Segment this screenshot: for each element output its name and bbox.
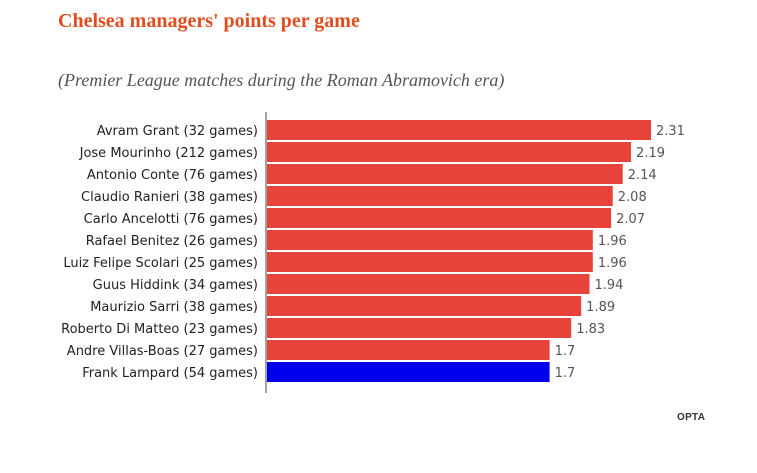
category-label: Roberto Di Matteo (23 games) [61, 322, 258, 337]
category-label: Guus Hiddink (34 games) [93, 278, 258, 293]
category-label: Claudio Ranieri (38 games) [81, 190, 258, 205]
bar [267, 142, 632, 162]
category-label: Avram Grant (32 games) [97, 124, 258, 139]
source-label: OPTA [677, 412, 706, 423]
value-label: 1.7 [555, 366, 576, 381]
value-label: 2.08 [618, 190, 647, 205]
category-label: Rafael Benitez (26 games) [86, 234, 258, 249]
bar [267, 340, 550, 360]
bar [267, 296, 582, 316]
value-label: 1.7 [555, 344, 576, 359]
bar [267, 318, 572, 338]
bar [267, 186, 613, 206]
category-label: Carlo Ancelotti (76 games) [84, 212, 258, 227]
category-label: Frank Lampard (54 games) [82, 366, 258, 381]
category-label: Antonio Conte (76 games) [87, 168, 258, 183]
value-label: 2.19 [636, 146, 665, 161]
value-label: 1.83 [576, 322, 605, 337]
value-label: 1.94 [594, 278, 623, 293]
category-label: Andre Villas-Boas (27 games) [67, 344, 258, 359]
value-label: 1.96 [598, 256, 627, 271]
value-label: 1.96 [598, 234, 627, 249]
category-label: Luiz Felipe Scolari (25 games) [63, 256, 258, 271]
chart-title: Chelsea managers' points per game [58, 10, 360, 32]
bar [267, 362, 550, 382]
bar [267, 208, 612, 228]
bar [267, 120, 651, 140]
chart-subtitle: (Premier League matches during the Roman… [58, 70, 505, 90]
value-label: 1.89 [586, 300, 615, 315]
bar [267, 230, 593, 250]
category-label: Maurizio Sarri (38 games) [90, 300, 258, 315]
value-label: 2.31 [656, 124, 685, 139]
bar [267, 274, 590, 294]
bar [267, 164, 623, 184]
value-label: 2.07 [616, 212, 645, 227]
value-label: 2.14 [628, 168, 657, 183]
category-label: Jose Mourinho (212 games) [79, 146, 258, 161]
bar [267, 252, 593, 272]
